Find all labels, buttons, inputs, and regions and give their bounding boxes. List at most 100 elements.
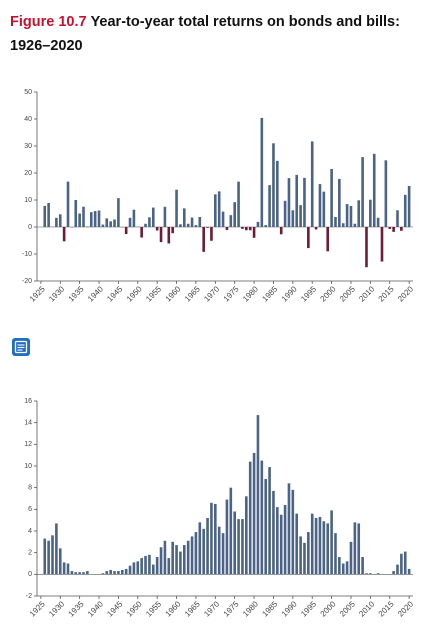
bar <box>221 533 225 575</box>
x-tick-label: 1965 <box>183 284 202 303</box>
bar <box>151 207 155 227</box>
bar <box>55 523 58 575</box>
x-tick-label: 1980 <box>241 599 260 618</box>
x-tick-label: 1945 <box>105 284 124 303</box>
bar <box>365 227 368 268</box>
bar <box>194 532 198 575</box>
bar <box>148 554 151 575</box>
bar <box>163 540 167 575</box>
bar <box>345 561 349 575</box>
bar <box>372 153 376 227</box>
bar <box>217 526 221 575</box>
bar <box>248 227 252 231</box>
bar <box>287 178 291 227</box>
bar <box>307 227 310 249</box>
bar <box>190 536 194 575</box>
bar <box>140 227 143 238</box>
x-tick-label: 1935 <box>67 599 86 618</box>
bar <box>175 189 178 227</box>
y-tick-label: 30 <box>24 143 32 150</box>
y-tick-label: -10 <box>22 251 32 258</box>
bar <box>132 209 136 227</box>
bar <box>256 415 260 575</box>
bar <box>229 215 233 227</box>
title-text: Year-to-year total returns on bonds and … <box>90 14 400 30</box>
bar <box>159 547 163 575</box>
bar <box>396 564 399 575</box>
x-tick-label: 1940 <box>86 599 105 618</box>
y-tick-label: 14 <box>24 420 32 427</box>
x-tick-label: 1990 <box>280 599 299 618</box>
y-tick-label: 12 <box>24 441 32 448</box>
bar <box>361 557 364 575</box>
bar <box>43 538 47 575</box>
x-tick-label: 1985 <box>260 284 279 303</box>
bar <box>341 223 345 227</box>
bar <box>334 533 337 575</box>
bar <box>124 568 128 575</box>
bar <box>287 483 291 575</box>
bar <box>113 219 116 227</box>
y-tick-label: 6 <box>28 506 32 513</box>
bar <box>214 503 217 575</box>
bar <box>62 227 66 242</box>
bar <box>376 217 380 227</box>
bar <box>43 205 47 227</box>
y-tick-label: 10 <box>24 463 32 470</box>
bar <box>109 221 112 227</box>
bar <box>264 225 268 227</box>
bar <box>82 206 85 227</box>
bar <box>353 522 357 575</box>
bar <box>268 467 271 575</box>
bar <box>55 217 58 227</box>
bar <box>221 211 225 227</box>
bar <box>66 181 70 227</box>
bar <box>182 545 186 575</box>
bar <box>357 523 361 575</box>
bar <box>167 227 171 244</box>
bar <box>353 223 357 227</box>
bar <box>341 563 345 575</box>
x-tick-label: 1990 <box>280 284 299 303</box>
bar <box>47 540 50 575</box>
x-tick-label: 1950 <box>125 599 144 618</box>
x-tick-label: 2020 <box>396 599 415 618</box>
bar <box>260 460 264 575</box>
bar <box>388 227 392 229</box>
bar <box>62 562 66 575</box>
bar <box>322 521 326 575</box>
bar <box>272 143 275 227</box>
bar <box>295 513 299 575</box>
bar <box>392 571 395 575</box>
bar <box>345 204 349 227</box>
bar <box>198 217 202 227</box>
bar <box>338 178 341 227</box>
bar <box>159 227 163 243</box>
bar <box>338 557 341 575</box>
bar <box>295 174 299 227</box>
bar <box>268 185 271 227</box>
bar <box>256 221 260 227</box>
bar <box>171 541 174 575</box>
bar <box>58 214 62 227</box>
bar <box>260 117 264 227</box>
x-tick-label: 1975 <box>222 599 241 618</box>
bar <box>245 496 248 575</box>
x-tick-label: 1925 <box>28 599 47 618</box>
x-tick-label: 1975 <box>222 284 241 303</box>
bar <box>175 545 178 575</box>
bar <box>151 564 155 575</box>
bar <box>210 227 213 241</box>
bar <box>380 227 384 262</box>
bar <box>392 227 395 232</box>
x-tick-label: 1930 <box>47 599 66 618</box>
bar <box>214 194 217 227</box>
bar <box>128 217 132 227</box>
bar <box>299 205 302 227</box>
bar <box>384 160 388 227</box>
bar <box>78 572 81 575</box>
bar <box>365 573 368 575</box>
bar <box>117 571 120 575</box>
x-tick-label: 2010 <box>357 284 376 303</box>
notes-icon[interactable] <box>12 338 30 356</box>
